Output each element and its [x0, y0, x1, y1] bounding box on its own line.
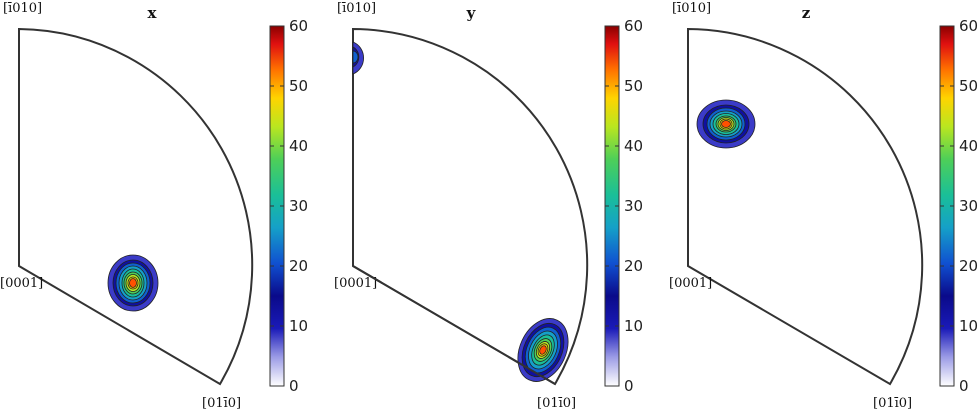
colorbar-tick-label: 10	[289, 317, 308, 335]
colorbar-gradient	[940, 26, 954, 386]
colorbar-tick-label: 20	[289, 257, 308, 275]
colorbar-tick-label: 0	[624, 377, 634, 395]
colorbar-tick-label: 50	[959, 77, 978, 95]
colorbar-tick-label: 60	[289, 17, 308, 35]
colorbar-tick-label: 0	[959, 377, 969, 395]
pole-figure-sector	[687, 27, 924, 386]
contour-peak	[352, 50, 359, 64]
corner-label-bottom: [01ī0]	[873, 396, 912, 411]
colorbar-tick-label: 10	[624, 317, 643, 335]
corner-label-left: [0001]	[669, 276, 712, 291]
colorbar-tick-label: 60	[624, 17, 643, 35]
colorbar-tick-label: 0	[289, 377, 299, 395]
contour-peak	[129, 278, 137, 288]
corner-label-left: [0001]	[334, 276, 377, 291]
corner-label-bottom: [01ī0]	[537, 396, 576, 411]
colorbar-tick-label: 30	[624, 197, 643, 215]
corner-label-top: [ī010]	[3, 1, 42, 16]
corner-label-bottom: [01ī0]	[202, 396, 241, 411]
colorbar-tick-label: 30	[959, 197, 978, 215]
colorbar-tick-label: 30	[289, 197, 308, 215]
colorbar-tick-label: 40	[959, 137, 978, 155]
density-peak	[696, 99, 756, 149]
pole-figure-sector	[18, 27, 254, 386]
sector-edge	[352, 265, 556, 385]
colorbar-gradient	[605, 26, 619, 386]
panel-title: y	[466, 4, 477, 22]
colorbar: 0 10 20 30 40 50 60	[939, 17, 978, 395]
panel-y: y [ī010] [0001] [01ī0] 0 10 20 30 40 50 60	[334, 1, 643, 411]
corner-label-left: [0001]	[0, 276, 43, 291]
corner-label-top: [ī010]	[337, 1, 376, 16]
colorbar-tick-label: 40	[624, 137, 643, 155]
colorbar-tick-label: 20	[624, 257, 643, 275]
colorbar-tick-label: 50	[624, 77, 643, 95]
panel-title: z	[802, 4, 811, 22]
colorbar-tick-label: 40	[289, 137, 308, 155]
contour-peak	[721, 120, 731, 128]
pole-figure-sector	[352, 27, 589, 386]
density-peak-top	[352, 41, 364, 75]
colorbar-tick-label: 20	[959, 257, 978, 275]
colorbar-tick-label: 60	[959, 17, 978, 35]
colorbar: 0 10 20 30 40 50 60	[269, 17, 308, 395]
colorbar-gradient	[270, 26, 284, 386]
density-peak-bottom	[517, 318, 569, 382]
corner-label-top: [ī010]	[672, 1, 711, 16]
colorbar-tick-label: 50	[289, 77, 308, 95]
colorbar-tick-label: 10	[959, 317, 978, 335]
panel-z: z [ī010] [0001] [01ī0] 0 10 20 30 40 50 60	[669, 1, 978, 411]
panel-title: x	[148, 4, 158, 22]
density-peak	[107, 254, 159, 312]
contour-peak	[539, 345, 547, 355]
panel-x: x [ī010] [0001] [01ī0] 0 10 20 30 40 50 60	[0, 1, 308, 411]
colorbar: 0 10 20 30 40 50 60	[604, 17, 643, 395]
